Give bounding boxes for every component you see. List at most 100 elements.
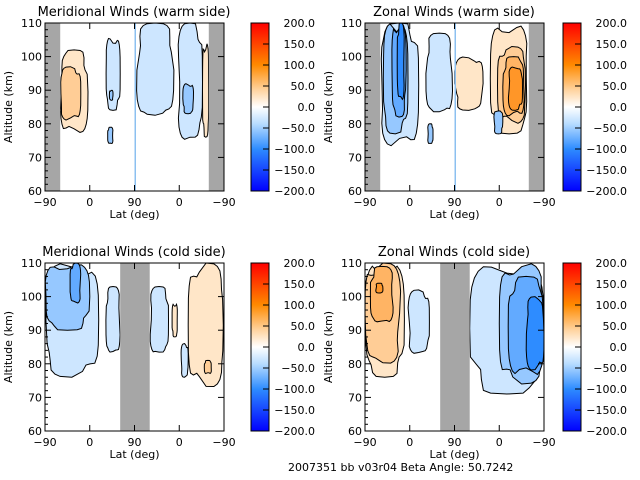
x-tick-label: 0 [86,196,93,209]
contour-region [45,264,91,331]
colorbar-tick-label: 100.0 [596,59,628,72]
contour-region [105,285,121,353]
colorbar-tick-label: 150.0 [596,38,628,51]
contour-region [149,285,170,353]
colorbar-tick-label: −150.0 [274,404,315,417]
no-data-band [365,23,381,191]
chart-panel-2: Zonal Winds (warm side) 60 70 80 90 100 110 −90… [322,5,627,221]
colorbar-tick-label: 0.0 [610,341,628,354]
x-tick-label: −90 [353,436,376,449]
no-data-band [208,23,224,191]
plot-contents [365,263,544,431]
colorbar-tick-label: 0.0 [610,101,628,114]
y-tick-label: 60 [28,425,42,438]
footer-info: 2007351 bb v03r04 Beta Angle: 50.7242 [288,461,513,474]
y-tick-label: 90 [348,84,362,97]
colorbar-tick-label: −200.0 [274,425,315,438]
y-tick-label: 60 [348,425,362,438]
contour-region [507,66,524,111]
contour-region [136,23,175,116]
no-data-band [440,263,470,431]
x-tick-label: 90 [448,196,462,209]
x-tick-label: 0 [406,436,413,449]
y-axis-label: Altitude (km) [322,71,335,143]
chart-title: Zonal Winds (cold side) [378,245,530,260]
colorbar-tick-label: 150.0 [284,278,316,291]
y-axis-label: Altitude (km) [322,311,335,383]
y-tick-label: 70 [28,151,42,164]
x-tick-label: −90 [33,436,56,449]
contour-region [69,263,82,304]
x-tick-label: 0 [496,196,503,209]
colorbar-tick-label: 150.0 [284,38,316,51]
contour-region [454,56,484,111]
chart-panel-1: Meridional Winds (warm side) 60 70 80 90 100 1… [2,5,315,221]
x-tick-label: 90 [128,436,142,449]
y-tick-label: 80 [348,118,362,131]
y-tick-label: 80 [348,358,362,371]
colorbar-tick-label: 150.0 [596,278,628,291]
contour-region [425,32,454,113]
colorbar-tick-label: 100.0 [284,299,316,312]
contour-region [107,126,114,145]
x-tick-label: −90 [212,436,235,449]
colorbar-tick-label: 200.0 [596,257,628,270]
colorbar-tick-label: 50.0 [603,80,628,93]
colorbar-tick-label: 200.0 [284,17,316,30]
chart-title: Zonal Winds (warm side) [373,5,535,20]
y-tick-label: 90 [28,324,42,337]
x-tick-label: 90 [128,196,142,209]
y-tick-label: 110 [21,17,42,30]
chart-title: Meridional Winds (warm side) [38,5,231,20]
x-tick-label: −90 [532,436,555,449]
y-tick-label: 60 [348,185,362,198]
x-tick-label: 0 [406,196,413,209]
x-tick-label: 0 [176,196,183,209]
contour-region [427,123,434,144]
contour-region [60,66,82,121]
no-data-band [134,23,136,191]
no-data-band [454,23,456,191]
y-tick-label: 100 [21,51,42,64]
colorbar-tick-label: 50.0 [291,80,316,93]
colorbar-tick-label: 50.0 [291,320,316,333]
x-axis-label: Lat (deg) [110,208,160,221]
x-tick-label: 90 [448,436,462,449]
contour-region [396,23,405,101]
contour-region [369,265,394,323]
contour-region [187,263,224,388]
colorbar-tick-label: −50.0 [593,122,627,135]
y-axis-label: Altitude (km) [2,311,15,383]
colorbar-tick-label: 0.0 [298,101,316,114]
colorbar-tick-label: −100.0 [586,143,627,156]
contour-region [171,302,178,338]
colorbar-tick-label: −100.0 [274,143,315,156]
colorbar-tick-label: −150.0 [274,164,315,177]
y-tick-label: 80 [28,118,42,131]
x-tick-label: −90 [353,196,376,209]
y-tick-label: 110 [341,17,362,30]
contour-region [177,23,204,140]
chart-panel-3: Meridional Winds (cold side) 60 70 80 90 100 1… [2,245,315,461]
colorbar-tick-label: 200.0 [284,257,316,270]
x-tick-label: 0 [86,436,93,449]
colorbar-tick-label: 100.0 [596,299,628,312]
colorbar-tick-label: −50.0 [593,362,627,375]
x-axis-label: Lat (deg) [430,448,480,461]
y-tick-label: 60 [28,185,42,198]
colorbar-tick-label: −100.0 [586,383,627,396]
colorbar-tick-label: 100.0 [284,59,316,72]
colorbar-tick-label: −50.0 [281,362,315,375]
y-tick-label: 100 [341,291,362,304]
plot-contents [45,263,224,431]
x-tick-label: 0 [496,436,503,449]
contour-region [493,110,504,135]
x-tick-label: −90 [33,196,56,209]
contour-region [375,282,384,294]
colorbar-tick-label: 0.0 [298,341,316,354]
no-data-band [45,23,61,191]
x-tick-label: −90 [212,196,235,209]
colorbar-tick-label: −150.0 [586,404,627,417]
y-axis-label: Altitude (km) [2,71,15,143]
